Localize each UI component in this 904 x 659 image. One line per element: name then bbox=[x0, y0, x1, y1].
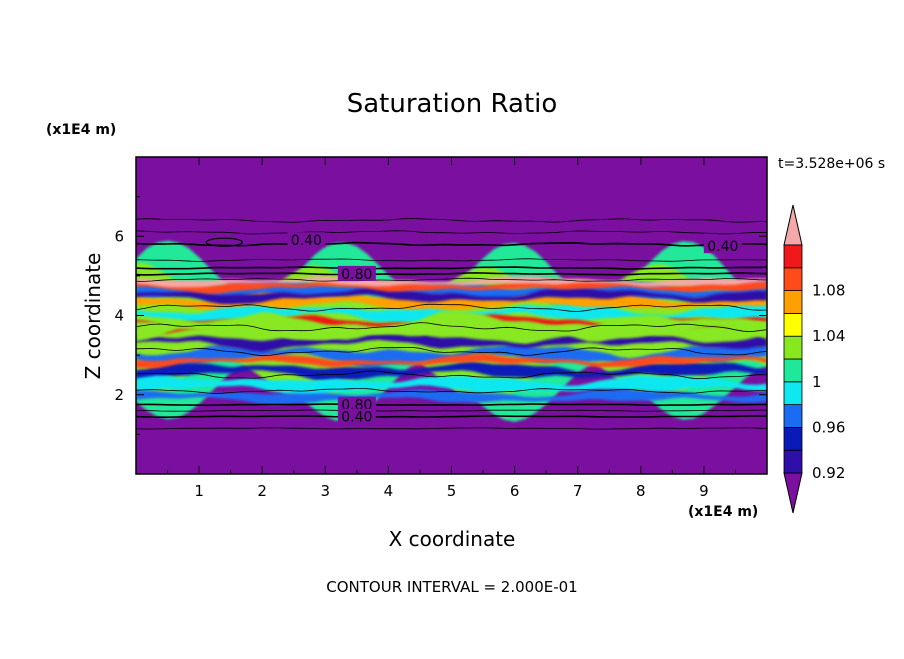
colorbar-cell bbox=[783, 426, 803, 451]
x-tick-label: 9 bbox=[699, 482, 709, 500]
contour-line bbox=[136, 303, 767, 312]
contour-label: 0.40 bbox=[291, 233, 322, 249]
y-unit-label: (x1E4 m) bbox=[46, 122, 116, 138]
contour-label: 0.40 bbox=[341, 410, 372, 426]
x-unit-label: (x1E4 m) bbox=[688, 504, 758, 520]
contour-line bbox=[136, 272, 767, 276]
footer-label: CONTOUR INTERVAL = 2.000E-01 bbox=[326, 578, 577, 596]
chart-title: Saturation Ratio bbox=[347, 89, 558, 119]
colorbar-cell bbox=[783, 312, 803, 337]
colorbar-cell bbox=[783, 267, 803, 291]
contour-line bbox=[136, 266, 767, 270]
field-band bbox=[136, 353, 767, 369]
colorbar-label: 0.92 bbox=[812, 464, 845, 482]
colorbar-label: 1 bbox=[812, 373, 822, 391]
field-band bbox=[136, 361, 767, 382]
contour-line bbox=[136, 427, 767, 430]
x-tick-label: 1 bbox=[194, 482, 204, 500]
x-tick-label: 7 bbox=[573, 482, 583, 500]
contour-line bbox=[136, 230, 767, 235]
axis-ticks: 1 2 3 4 5 6 7 8 9 2 4 6 bbox=[114, 157, 767, 500]
contour-line bbox=[136, 322, 767, 333]
contour-label: 0.80 bbox=[341, 267, 372, 283]
x-tick-label: 6 bbox=[510, 482, 520, 500]
colorbar-cell bbox=[783, 449, 803, 474]
contour-line bbox=[136, 347, 767, 357]
contour-label: 0.40 bbox=[707, 239, 738, 255]
contour-loop bbox=[205, 237, 243, 247]
field-band bbox=[136, 287, 767, 305]
colorbar-min-arrow bbox=[783, 472, 803, 514]
contour-line bbox=[136, 388, 767, 394]
colorbar-label: 0.96 bbox=[812, 418, 845, 436]
colorbar-label: 1.04 bbox=[812, 327, 845, 345]
colorbar-cell bbox=[783, 404, 803, 428]
contour-label-bg bbox=[287, 232, 326, 248]
x-axis-label: X coordinate bbox=[389, 527, 516, 551]
contour-line bbox=[136, 218, 767, 223]
colorbar-cell bbox=[783, 358, 803, 383]
x-tick-label: 3 bbox=[321, 482, 331, 500]
contour-lines bbox=[136, 218, 767, 430]
colorbar-max-arrow bbox=[783, 204, 803, 246]
colorbar: 1.08 1.04 1 0.96 0.92 bbox=[783, 204, 845, 514]
contour-label-bg bbox=[337, 408, 376, 424]
contour-labels: 0.40 0.400.800.800.40 bbox=[287, 232, 742, 426]
contour-line bbox=[136, 409, 767, 412]
contour-line bbox=[136, 403, 767, 407]
contour-line bbox=[136, 370, 767, 380]
contour-line bbox=[136, 277, 767, 282]
x-tick-label: 2 bbox=[257, 482, 267, 500]
contour-line bbox=[136, 415, 767, 418]
contour-label-bg bbox=[703, 238, 742, 254]
x-tick-label: 4 bbox=[384, 482, 394, 500]
y-tick-label: 2 bbox=[114, 386, 124, 404]
colorbar-cell bbox=[783, 244, 803, 269]
contour-label-bg bbox=[337, 265, 376, 281]
heatmap-field bbox=[136, 240, 767, 422]
y-tick-label: 4 bbox=[114, 307, 124, 325]
field-band bbox=[136, 276, 767, 288]
contour-line bbox=[136, 258, 767, 262]
y-axis-label: Z coordinate bbox=[81, 253, 105, 380]
time-label: t=3.528e+06 s bbox=[778, 156, 885, 172]
colorbar-cell bbox=[783, 381, 803, 405]
y-tick-label: 6 bbox=[114, 227, 124, 245]
x-tick-label: 5 bbox=[447, 482, 457, 500]
contour-label-bg bbox=[337, 396, 376, 412]
contour-line bbox=[136, 241, 767, 247]
x-tick-label: 8 bbox=[636, 482, 646, 500]
colorbar-cell bbox=[783, 335, 803, 360]
colorbar-cell bbox=[783, 290, 803, 314]
colorbar-label: 1.08 bbox=[812, 282, 845, 300]
field-band bbox=[136, 389, 767, 406]
